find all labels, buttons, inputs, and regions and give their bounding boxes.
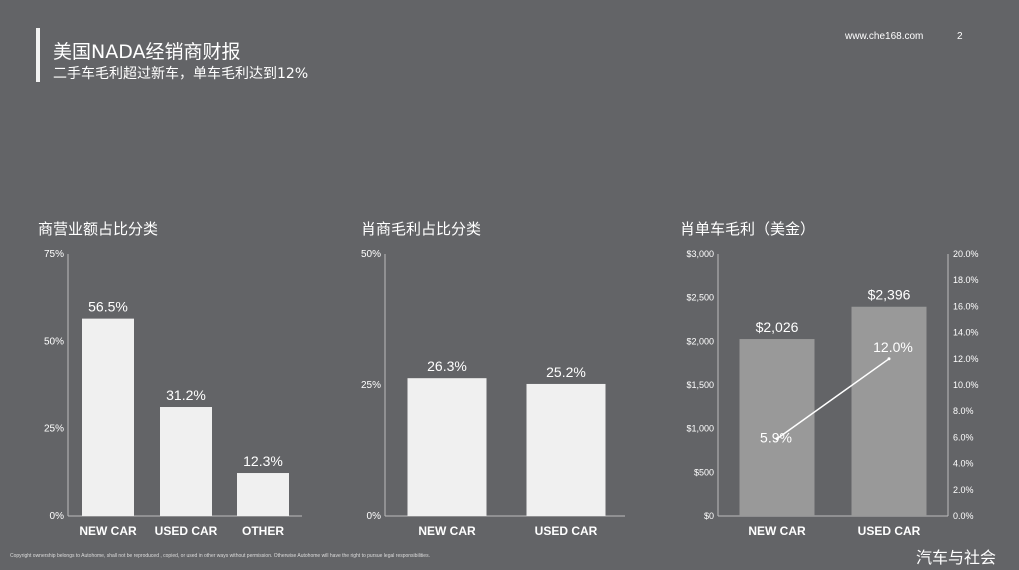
bar-new-car — [739, 339, 815, 516]
data-label: $2,026 — [756, 319, 799, 335]
bar-new-car — [407, 378, 487, 516]
chart-title-revenue-share: 商营业额占比分类 — [38, 220, 159, 238]
bar-new-car — [82, 318, 134, 516]
page-number: 2 — [957, 31, 963, 42]
bar-used-car — [851, 306, 927, 516]
line-point — [775, 437, 779, 441]
y2-tick-label: 18.0% — [953, 275, 979, 285]
chart-title-per-car-gross-profit: 肖单车毛利（美金） — [680, 220, 816, 238]
line-point — [887, 357, 891, 361]
y2-tick-label: 2.0% — [953, 485, 974, 495]
y-tick-label: 25% — [361, 380, 381, 391]
x-tick-label: USED CAR — [535, 524, 598, 538]
data-label: 56.5% — [88, 299, 128, 315]
y-tick-label: 0% — [50, 511, 65, 522]
watermark: 汽车与社会 — [916, 548, 997, 567]
y-tick-label: $2,000 — [686, 336, 714, 346]
site-url: www.che168.com — [845, 31, 924, 42]
data-label: 25.2% — [546, 364, 586, 380]
x-tick-label: USED CAR — [858, 524, 921, 538]
line-data-label: 12.0% — [873, 339, 913, 355]
y2-tick-label: 16.0% — [953, 301, 979, 311]
y-tick-label: $500 — [694, 467, 714, 477]
y2-tick-label: 8.0% — [953, 406, 974, 416]
y-tick-label: 75% — [44, 249, 64, 260]
x-tick-label: OTHER — [242, 524, 284, 538]
line-series — [776, 358, 890, 440]
data-label: 31.2% — [166, 387, 206, 403]
title-accent-bar — [36, 28, 40, 82]
y-tick-label: 50% — [361, 249, 381, 260]
y-tick-label: 0% — [367, 511, 382, 522]
chart-title-gross-profit-share: 肖商毛利占比分类 — [361, 220, 482, 238]
bar-used-car — [526, 383, 606, 516]
y-tick-label: $1,500 — [686, 380, 714, 390]
data-label: 12.3% — [243, 453, 283, 469]
y2-tick-label: 4.0% — [953, 459, 974, 469]
y2-tick-label: 0.0% — [953, 511, 974, 521]
x-tick-label: USED CAR — [155, 524, 218, 538]
y-tick-label: $3,000 — [686, 249, 714, 259]
y2-tick-label: 12.0% — [953, 354, 979, 364]
y-tick-label: 50% — [44, 336, 64, 347]
bar-other — [237, 473, 289, 516]
page-title: 美国NADA经销商财报 — [53, 41, 241, 63]
y2-tick-label: 10.0% — [953, 380, 979, 390]
y-tick-label: 25% — [44, 424, 64, 435]
bar-used-car — [160, 407, 212, 516]
y2-tick-label: 20.0% — [953, 249, 979, 259]
y-tick-label: $2,500 — [686, 293, 714, 303]
data-label: $2,396 — [868, 287, 911, 303]
line-data-label: 5.9% — [760, 430, 792, 446]
x-tick-label: NEW CAR — [748, 524, 806, 538]
y2-tick-label: 14.0% — [953, 328, 979, 338]
x-tick-label: NEW CAR — [418, 524, 476, 538]
page-subtitle: 二手车毛利超过新车，单车毛利达到12% — [53, 66, 309, 82]
x-tick-label: NEW CAR — [79, 524, 137, 538]
y-tick-label: $1,000 — [686, 424, 714, 434]
data-label: 26.3% — [427, 358, 467, 374]
y-tick-label: $0 — [704, 511, 714, 521]
copyright-notice: Copyright ownership belongs to Autohome,… — [10, 553, 430, 559]
y2-tick-label: 6.0% — [953, 432, 974, 442]
